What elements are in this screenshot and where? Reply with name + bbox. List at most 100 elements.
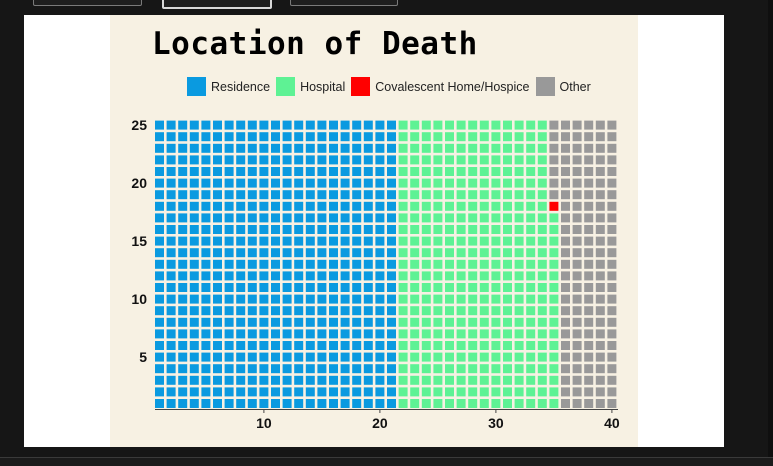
waffle-cell-residence bbox=[329, 236, 338, 246]
waffle-cell-residence bbox=[317, 352, 327, 362]
waffle-cell-residence bbox=[305, 201, 315, 211]
waffle-cell-hospital bbox=[456, 329, 466, 339]
waffle-cell-hospital bbox=[526, 236, 536, 246]
waffle-cell-residence bbox=[317, 213, 327, 223]
waffle-cell-residence bbox=[329, 190, 338, 200]
waffle-cell-residence bbox=[224, 399, 234, 408]
waffle-cell-residence bbox=[305, 387, 315, 397]
waffle-cell-residence bbox=[155, 201, 164, 211]
window-tab-2[interactable] bbox=[162, 0, 272, 9]
waffle-cell-residence bbox=[166, 271, 176, 281]
y-tick-label: 15 bbox=[131, 233, 147, 249]
waffle-cell-residence bbox=[387, 213, 396, 223]
waffle-cell-other bbox=[595, 317, 605, 327]
waffle-cell-other bbox=[584, 387, 594, 397]
waffle-cell-hospital bbox=[433, 306, 443, 316]
waffle-cell-residence bbox=[375, 364, 385, 374]
waffle-cell-other bbox=[572, 213, 582, 223]
waffle-cell-other bbox=[595, 248, 605, 258]
waffle-cell-hospital bbox=[479, 259, 489, 269]
waffle-cell-residence bbox=[340, 317, 350, 327]
waffle-cell-residence bbox=[224, 248, 234, 258]
waffle-cell-hospital bbox=[491, 294, 501, 304]
waffle-cell-other bbox=[572, 143, 582, 153]
waffle-cell-other bbox=[584, 190, 594, 200]
waffle-cell-hospital bbox=[503, 399, 512, 408]
waffle-cell-residence bbox=[247, 201, 257, 211]
bottom-bar bbox=[0, 457, 773, 466]
waffle-cell-residence bbox=[329, 329, 338, 339]
waffle-cell-hospital bbox=[445, 155, 454, 165]
waffle-cell-hospital bbox=[445, 375, 454, 385]
chart-legend: Residence Hospital Covalescent Home/Hosp… bbox=[187, 77, 597, 96]
waffle-cell-residence bbox=[294, 399, 304, 408]
waffle-cell-other bbox=[572, 201, 582, 211]
waffle-cell-residence bbox=[271, 167, 280, 176]
waffle-cell-residence bbox=[155, 225, 164, 234]
waffle-cell-residence bbox=[259, 399, 269, 408]
waffle-cell-residence bbox=[375, 167, 385, 176]
waffle-cell-residence bbox=[155, 178, 164, 188]
waffle-cell-hospital bbox=[549, 283, 559, 292]
waffle-cell-residence bbox=[317, 306, 327, 316]
waffle-cell-residence bbox=[259, 132, 269, 142]
waffle-cell-residence bbox=[166, 236, 176, 246]
waffle-cell-residence bbox=[363, 341, 373, 350]
waffle-cell-hospital bbox=[410, 201, 420, 211]
waffle-cell-hospital bbox=[398, 387, 408, 397]
waffle-cell-hospital bbox=[491, 387, 501, 397]
waffle-cell-residence bbox=[247, 329, 257, 339]
waffle-cell-hospital bbox=[514, 387, 524, 397]
waffle-cell-hospital bbox=[491, 120, 501, 130]
waffle-cell-hospital bbox=[468, 375, 478, 385]
waffle-cell-residence bbox=[387, 167, 396, 176]
window-tab-1[interactable] bbox=[33, 0, 142, 6]
waffle-cell-residence bbox=[340, 155, 350, 165]
waffle-cell-residence bbox=[282, 167, 292, 176]
waffle-cell-hospital bbox=[456, 213, 466, 223]
waffle-cell-hospital bbox=[537, 225, 547, 234]
waffle-cell-residence bbox=[236, 283, 246, 292]
waffle-cell-residence bbox=[236, 306, 246, 316]
waffle-cell-residence bbox=[352, 294, 362, 304]
waffle-cell-other bbox=[607, 167, 617, 176]
waffle-cell-residence bbox=[201, 213, 211, 223]
waffle-cell-other bbox=[561, 259, 570, 269]
waffle-cell-residence bbox=[224, 236, 234, 246]
waffle-cell-residence bbox=[236, 364, 246, 374]
waffle-cell-hospital bbox=[421, 155, 431, 165]
waffle-cell-residence bbox=[189, 155, 199, 165]
waffle-cell-hospital bbox=[456, 201, 466, 211]
waffle-cell-hospital bbox=[421, 399, 431, 408]
waffle-cell-hospital bbox=[549, 352, 559, 362]
waffle-cell-hospital bbox=[410, 190, 420, 200]
waffle-cell-hospital bbox=[491, 259, 501, 269]
waffle-cell-other bbox=[584, 364, 594, 374]
waffle-cell-hospital bbox=[479, 143, 489, 153]
waffle-cell-residence bbox=[294, 375, 304, 385]
waffle-cell-other bbox=[584, 329, 594, 339]
waffle-cell-residence bbox=[224, 294, 234, 304]
waffle-cell-residence bbox=[178, 271, 188, 281]
window-tab-3[interactable] bbox=[290, 0, 398, 6]
waffle-cell-residence bbox=[329, 387, 338, 397]
waffle-cell-residence bbox=[224, 225, 234, 234]
waffle-cell-hospital bbox=[445, 329, 454, 339]
waffle-cell-hospital bbox=[410, 271, 420, 281]
waffle-cell-residence bbox=[178, 341, 188, 350]
waffle-cell-hospital bbox=[503, 317, 512, 327]
waffle-cell-hospital bbox=[526, 248, 536, 258]
waffle-cell-residence bbox=[155, 283, 164, 292]
waffle-cell-residence bbox=[166, 225, 176, 234]
waffle-cell-residence bbox=[259, 190, 269, 200]
waffle-cell-residence bbox=[201, 375, 211, 385]
waffle-cell-residence bbox=[259, 167, 269, 176]
waffle-cell-residence bbox=[247, 341, 257, 350]
waffle-cell-residence bbox=[387, 143, 396, 153]
waffle-cell-hospital bbox=[433, 399, 443, 408]
waffle-cell-residence bbox=[155, 271, 164, 281]
waffle-cell-hospital bbox=[479, 201, 489, 211]
waffle-cell-residence bbox=[375, 236, 385, 246]
waffle-cell-residence bbox=[317, 225, 327, 234]
waffle-cell-residence bbox=[213, 294, 222, 304]
